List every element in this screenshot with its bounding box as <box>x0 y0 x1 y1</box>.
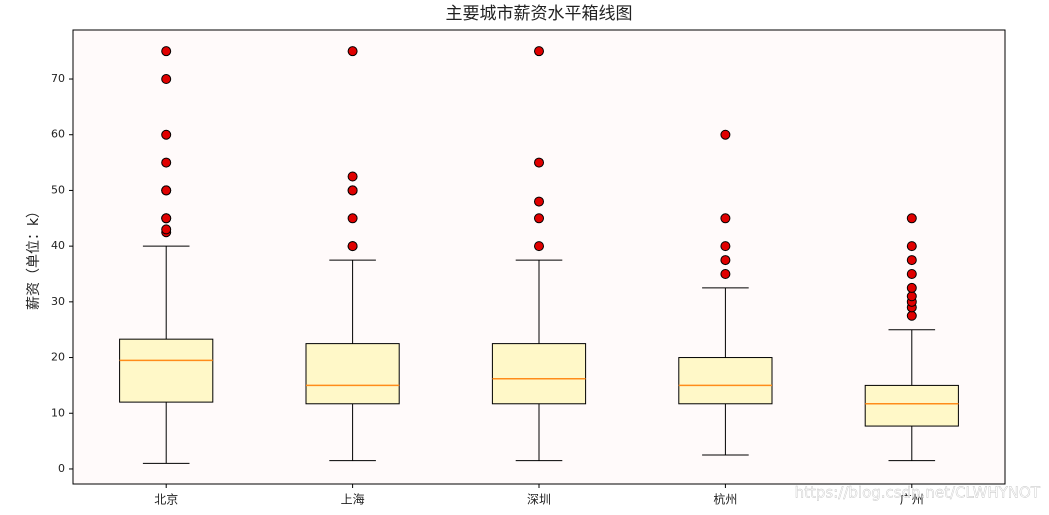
outlier <box>534 46 544 57</box>
outlier <box>906 282 917 293</box>
outlier <box>534 157 544 168</box>
outlier <box>161 46 172 57</box>
outlier <box>347 213 358 224</box>
outlier <box>534 213 544 224</box>
outlier <box>161 185 172 196</box>
y-tick-label: 50 <box>51 183 65 196</box>
outlier <box>906 255 917 266</box>
outlier <box>720 129 731 140</box>
y-tick-label: 40 <box>51 239 65 252</box>
y-tick-label: 0 <box>58 462 65 475</box>
box <box>491 343 587 405</box>
outlier <box>347 241 358 252</box>
outlier <box>720 241 731 252</box>
outlier <box>906 241 917 252</box>
outlier <box>161 213 172 224</box>
y-tick-label: 10 <box>51 406 65 419</box>
y-tick-label: 60 <box>51 128 65 141</box>
y-tick-label: 70 <box>51 72 65 85</box>
outlier <box>906 291 917 302</box>
outlier <box>534 196 544 207</box>
outlier <box>720 255 731 266</box>
outlier <box>161 157 172 168</box>
x-tick-label: 广州 <box>900 493 924 507</box>
y-axis-label: 薪资（单位：k） <box>26 204 42 310</box>
outlier <box>720 268 731 279</box>
y-tick-label: 30 <box>51 295 65 308</box>
outlier <box>906 213 917 224</box>
box <box>678 357 773 405</box>
outlier <box>347 46 358 57</box>
watermark: https://blog.csdn.net/CLWHYNOT <box>795 484 1041 502</box>
outlier <box>720 213 731 224</box>
outlier <box>906 268 917 279</box>
box <box>119 338 214 403</box>
outlier <box>906 310 917 321</box>
outlier <box>161 224 172 235</box>
x-tick-label: 深圳 <box>527 493 551 507</box>
x-tick-label: 杭州 <box>713 492 737 507</box>
outlier <box>534 241 544 252</box>
outlier <box>347 185 358 196</box>
box <box>864 384 959 427</box>
outlier <box>161 74 172 85</box>
x-tick-label: 上海 <box>341 492 365 507</box>
outlier <box>347 171 358 182</box>
chart-title: 主要城市薪资水平箱线图 <box>446 4 633 24</box>
y-tick-label: 20 <box>51 351 65 364</box>
outlier <box>161 129 172 140</box>
box <box>305 343 400 405</box>
x-tick-label: 北京 <box>154 493 178 507</box>
